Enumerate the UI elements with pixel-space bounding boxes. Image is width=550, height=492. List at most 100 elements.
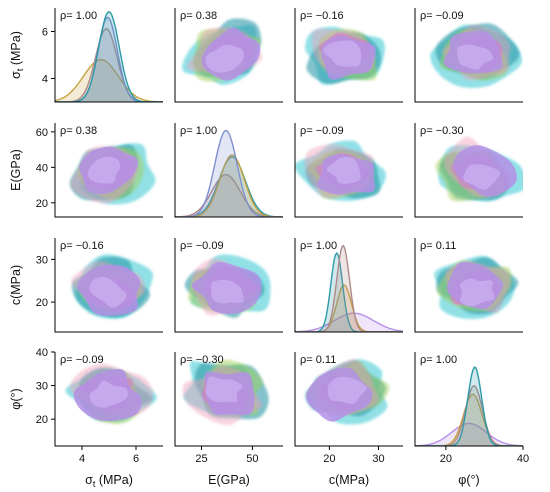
panel-r0-c1: ρ= 0.38	[174, 8, 283, 103]
panel-r1-c2: ρ= −0.09	[294, 123, 403, 218]
y-tick-label: 6	[42, 27, 48, 39]
axis-spines	[294, 238, 403, 333]
panel-r0-c0: ρ= 1.00 4 6	[42, 8, 163, 103]
x-tick-label: 4	[79, 453, 85, 465]
y-tick-label: 20	[36, 414, 48, 426]
panel-r2-c1: ρ= −0.09	[174, 238, 283, 333]
correlation-label: ρ= −0.16	[60, 240, 104, 252]
x-tick-label: 50	[246, 453, 258, 465]
axis-spines	[174, 8, 283, 103]
kde-area	[175, 174, 283, 217]
kde-line	[415, 422, 523, 446]
correlation-label: ρ= 0.11	[420, 240, 456, 252]
panel-r3-c3: ρ= 1.00 20 40	[414, 352, 529, 465]
kde-line	[295, 244, 403, 332]
kde-area	[415, 385, 523, 446]
panel-r2-c2: ρ= 1.00	[294, 238, 403, 333]
panel-r0-c2: ρ= −0.16	[294, 8, 403, 103]
density-contour	[89, 380, 128, 408]
y-tick-label: 30	[36, 254, 48, 266]
panel-r1-c0: ρ= 0.38 20 40 60	[36, 123, 163, 218]
kde-area	[175, 130, 283, 217]
panel-r2-c0: ρ= −0.16 20 30	[36, 238, 163, 333]
correlation-label: ρ= −0.30	[180, 354, 224, 366]
panel-r1-c1: ρ= 1.00	[174, 123, 283, 218]
correlation-label: ρ= −0.09	[60, 354, 104, 366]
kde-area	[55, 59, 163, 102]
kde-line	[295, 251, 403, 332]
density-contour	[88, 156, 121, 184]
axis-spines	[294, 123, 403, 218]
y-tick-label: 30	[36, 381, 48, 393]
density-contour	[463, 164, 501, 190]
panel-r3-c1: ρ= −0.30 25 50	[174, 352, 283, 465]
kde-area	[295, 285, 403, 332]
correlation-label: ρ= 0.38	[60, 125, 97, 137]
density-contour	[211, 279, 244, 304]
x-tick-label: 6	[133, 453, 139, 465]
correlation-label: ρ= 0.38	[180, 10, 217, 22]
kde-area	[175, 156, 283, 217]
correlation-label: ρ= 0.11	[300, 354, 336, 366]
panel-r2-c3: ρ= 0.11	[414, 238, 523, 333]
kde-area	[55, 28, 163, 102]
x-tick-label: 20	[440, 453, 452, 465]
kde-line	[55, 58, 163, 102]
x-axis-label: c(MPa)	[329, 473, 369, 487]
axis-spines	[174, 352, 283, 447]
correlation-label: ρ= 1.00	[420, 354, 457, 366]
correlation-label: ρ= 1.00	[60, 10, 97, 22]
x-tick-label: 40	[517, 453, 529, 465]
correlation-label: ρ= −0.16	[300, 10, 344, 22]
correlation-label: ρ= 1.00	[300, 240, 337, 252]
panel-r3-c0: ρ= −0.09 20 30 40 4 6	[36, 347, 163, 465]
kde-area	[415, 423, 523, 446]
panel-r3-c2: ρ= 0.11 20 30	[294, 352, 403, 465]
correlation-label: ρ= −0.09	[300, 125, 344, 137]
kde-area	[55, 11, 163, 102]
correlation-label: ρ= −0.09	[420, 10, 464, 22]
y-axis-label: φ(°)	[9, 388, 23, 409]
y-axis-label: E(GPa)	[9, 149, 23, 191]
axis-spines	[414, 352, 523, 447]
y-tick-label: 60	[36, 127, 48, 139]
x-axis-label: E(GPa)	[208, 473, 250, 487]
correlation-label: ρ= 1.00	[180, 125, 217, 137]
density-contour	[457, 44, 494, 70]
density-contour	[205, 376, 243, 403]
density-contour	[459, 278, 495, 307]
axis-spines	[54, 8, 163, 103]
density-contour	[205, 44, 244, 73]
axis-spines	[414, 238, 523, 333]
kde-area	[415, 394, 523, 446]
y-axis-label: c(MPa)	[9, 265, 23, 305]
x-tick-label: 20	[323, 453, 335, 465]
kde-area	[415, 367, 523, 446]
kde-area	[55, 17, 163, 102]
y-tick-label: 20	[36, 198, 48, 210]
kde-line	[415, 366, 523, 446]
panel-r0-c3: ρ= −0.09	[414, 8, 523, 103]
x-axis-label: φ(°)	[458, 473, 479, 487]
y-tick-label: 4	[42, 74, 48, 86]
kde-line	[295, 312, 403, 332]
y-tick-label: 40	[36, 162, 48, 174]
axis-spines	[54, 123, 163, 218]
y-axis-label: σt (MPa)	[9, 31, 25, 79]
axis-spines	[414, 8, 523, 103]
axis-spines	[174, 123, 283, 218]
x-tick-label: 25	[195, 453, 207, 465]
y-tick-label: 40	[36, 347, 48, 359]
kde-area	[295, 245, 403, 332]
density-contour	[327, 376, 367, 405]
axis-spines	[294, 8, 403, 103]
x-tick-label: 30	[372, 453, 384, 465]
axis-spines	[174, 238, 283, 333]
density-contour	[326, 157, 361, 184]
panel-r1-c3: ρ= −0.30	[414, 123, 523, 218]
kde-line	[295, 284, 403, 332]
density-contour	[89, 276, 128, 308]
density-contour	[323, 40, 362, 67]
axis-spines	[54, 238, 163, 333]
